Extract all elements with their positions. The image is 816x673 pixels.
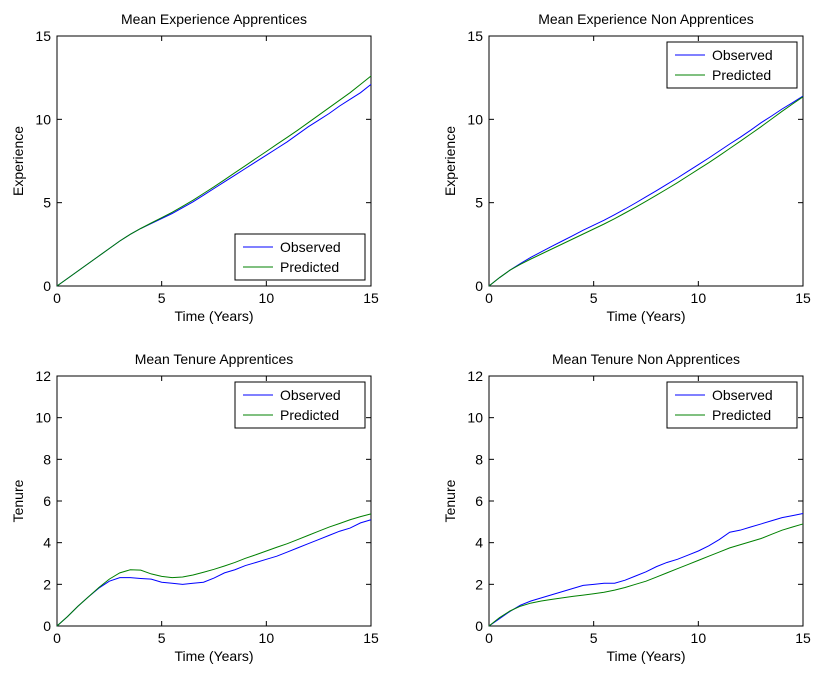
x-tick-label: 5 [158, 290, 166, 306]
y-tick-label: 6 [475, 493, 483, 509]
x-tick-label: 15 [795, 630, 811, 646]
legend-box [234, 233, 366, 281]
x-axis-label: Time (Years) [606, 308, 685, 324]
y-axis-label: Tenure [442, 479, 458, 522]
y-tick-label: 15 [467, 28, 483, 44]
legend: Observed Predicted [666, 381, 798, 429]
legend-label-observed: Observed [280, 239, 341, 255]
y-tick-label: 4 [475, 535, 483, 551]
x-tick-label: 10 [691, 290, 707, 306]
legend-label-observed: Observed [712, 47, 773, 63]
legend-label-observed: Observed [280, 387, 341, 403]
legend-box [234, 381, 366, 429]
x-tick-label: 15 [795, 290, 811, 306]
y-tick-label: 8 [475, 451, 483, 467]
x-axis-label: Time (Years) [606, 648, 685, 664]
legend: Observed Predicted [234, 381, 366, 429]
legend-label-predicted: Predicted [280, 407, 339, 423]
y-tick-label: 12 [467, 368, 483, 384]
legend-label-predicted: Predicted [712, 67, 771, 83]
y-tick-label: 5 [475, 195, 483, 211]
x-tick-label: 0 [53, 290, 61, 306]
x-tick-label: 15 [363, 290, 379, 306]
y-axis-label: Experience [442, 126, 458, 196]
legend: Observed Predicted [666, 41, 798, 89]
subplot-tenure-apprentices: Mean Tenure Apprentices 0 5 10 15 0 2 4 6 8 10 12 Ti… [10, 351, 379, 664]
x-tick-label: 10 [691, 630, 707, 646]
series-line-predicted [488, 96, 804, 287]
x-tick-label: 0 [485, 630, 493, 646]
legend-box [666, 381, 798, 429]
y-tick-label: 10 [467, 410, 483, 426]
y-tick-label: 6 [43, 493, 51, 509]
y-tick-label: 2 [43, 576, 51, 592]
x-tick-label: 15 [363, 630, 379, 646]
x-axis-label: Time (Years) [174, 648, 253, 664]
series-line-predicted [56, 75, 372, 287]
series-line-observed [488, 513, 804, 627]
y-axis-label: Experience [10, 126, 26, 196]
y-tick-label: 0 [475, 618, 483, 634]
legend-label-predicted: Predicted [280, 259, 339, 275]
series-line-observed [56, 519, 372, 627]
legend: Observed Predicted [234, 233, 366, 281]
y-tick-label: 0 [475, 278, 483, 294]
y-tick-label: 10 [35, 410, 51, 426]
y-tick-label: 8 [43, 451, 51, 467]
chart-title: Mean Tenure Non Apprentices [552, 351, 740, 367]
x-tick-label: 5 [590, 630, 598, 646]
x-axis-label: Time (Years) [174, 308, 253, 324]
y-tick-label: 5 [43, 195, 51, 211]
x-tick-label: 5 [590, 290, 598, 306]
chart-title: Mean Experience Apprentices [121, 11, 307, 27]
x-tick-label: 10 [259, 290, 275, 306]
legend-label-predicted: Predicted [712, 407, 771, 423]
x-tick-label: 10 [259, 630, 275, 646]
y-tick-label: 10 [467, 111, 483, 127]
y-tick-label: 2 [475, 576, 483, 592]
y-tick-label: 0 [43, 278, 51, 294]
subplot-experience-apprentices: Mean Experience Apprentices 0 5 10 15 0 5 10 15 T… [10, 11, 379, 324]
y-tick-label: 0 [43, 618, 51, 634]
subplot-tenure-non-apprentices: Mean Tenure Non Apprentices 0 5 10 15 0 2 4 6 8 10… [442, 351, 811, 664]
x-tick-label: 5 [158, 630, 166, 646]
legend-box [666, 41, 798, 89]
y-tick-label: 10 [35, 111, 51, 127]
x-tick-label: 0 [485, 290, 493, 306]
chart-title: Mean Experience Non Apprentices [538, 11, 754, 27]
x-tick-label: 0 [53, 630, 61, 646]
y-tick-label: 15 [35, 28, 51, 44]
chart-title: Mean Tenure Apprentices [135, 351, 294, 367]
subplot-experience-non-apprentices: Mean Experience Non Apprentices 0 5 10 15 0 5 1… [442, 11, 811, 324]
series-line-observed [488, 95, 804, 287]
legend-label-observed: Observed [712, 387, 773, 403]
series-line-predicted [56, 513, 372, 627]
y-axis-label: Tenure [10, 479, 26, 522]
y-tick-label: 12 [35, 368, 51, 384]
y-tick-label: 4 [43, 535, 51, 551]
series-line-predicted [488, 523, 804, 627]
